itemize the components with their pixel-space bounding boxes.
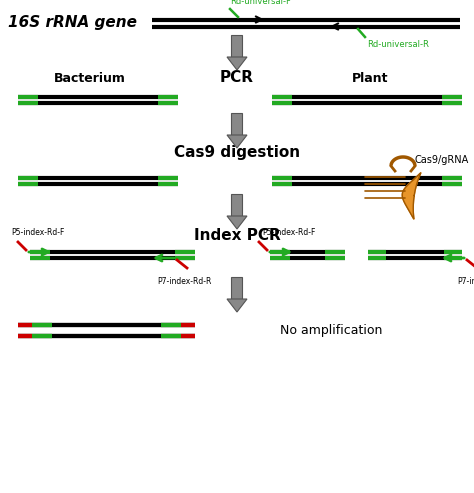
Polygon shape xyxy=(402,173,421,219)
Polygon shape xyxy=(231,35,243,57)
Text: 16S rRNA gene: 16S rRNA gene xyxy=(8,15,137,31)
Polygon shape xyxy=(227,135,247,148)
Polygon shape xyxy=(227,216,247,229)
Polygon shape xyxy=(231,277,243,299)
Text: P7-index-Rd-R: P7-index-Rd-R xyxy=(157,277,211,286)
Text: Plant: Plant xyxy=(352,71,388,84)
Polygon shape xyxy=(227,57,247,70)
Text: Rd-universal-F: Rd-universal-F xyxy=(230,0,291,6)
Text: P5-index-Rd-F: P5-index-Rd-F xyxy=(262,228,315,237)
Text: Index PCR: Index PCR xyxy=(193,227,281,243)
Polygon shape xyxy=(231,194,243,216)
Text: Rd-universal-R: Rd-universal-R xyxy=(367,40,429,49)
Text: No amplification: No amplification xyxy=(280,324,383,337)
Text: P5-index-Rd-F: P5-index-Rd-F xyxy=(11,228,64,237)
Text: Cas9 digestion: Cas9 digestion xyxy=(174,145,300,161)
Text: Bacterium: Bacterium xyxy=(54,71,126,84)
Polygon shape xyxy=(227,299,247,312)
Text: PCR: PCR xyxy=(220,70,254,85)
Text: P7-index-Rd-R: P7-index-Rd-R xyxy=(457,277,474,286)
Polygon shape xyxy=(231,113,243,135)
Text: Cas9/gRNA: Cas9/gRNA xyxy=(415,155,469,165)
